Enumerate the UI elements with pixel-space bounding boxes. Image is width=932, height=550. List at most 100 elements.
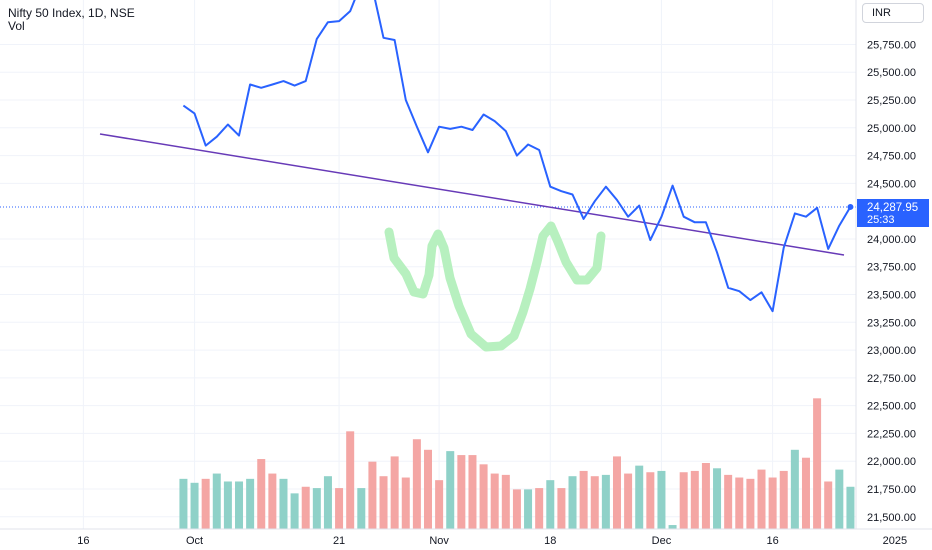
currency-button[interactable]: INR	[862, 3, 924, 23]
volume-bar	[223, 481, 232, 529]
y-tick-label: 22,000.00	[867, 456, 916, 468]
volume-bar	[179, 478, 188, 529]
x-tick-label: Dec	[652, 535, 672, 547]
volume-bar	[546, 480, 555, 529]
last-price-label: 24,287.95 25:33	[857, 199, 929, 227]
volume-bar	[701, 463, 710, 529]
y-tick-label: 25,750.00	[867, 39, 916, 51]
y-tick-label: 24,750.00	[867, 151, 916, 163]
volume-bar	[446, 451, 455, 529]
y-tick-label: 22,750.00	[867, 373, 916, 385]
volume-bar	[612, 456, 621, 529]
volume-bar	[757, 469, 766, 529]
y-tick-label: 25,500.00	[867, 67, 916, 79]
x-tick-label: 21	[333, 535, 345, 547]
y-tick-label: 23,500.00	[867, 290, 916, 302]
highlight-annotation[interactable]	[384, 221, 606, 352]
volume-bar	[535, 488, 544, 529]
volume-bar	[323, 476, 332, 529]
volume-bar	[724, 474, 733, 529]
time-axis[interactable]: 16 Oct 21 Nov 18 Dec 16 2025	[77, 535, 907, 547]
volume-bar	[479, 464, 488, 529]
volume-bar	[290, 493, 299, 529]
volume-bar	[579, 470, 588, 529]
x-tick-label: Oct	[186, 535, 203, 547]
volume-bar	[401, 477, 410, 529]
x-tick-label: 16	[766, 535, 778, 547]
volume-bar	[490, 473, 499, 529]
volume-bar	[501, 474, 510, 529]
bar-countdown: 25:33	[867, 214, 895, 226]
y-tick-label: 24,000.00	[867, 234, 916, 246]
y-tick-label: 21,500.00	[867, 512, 916, 524]
price-series	[0, 0, 856, 352]
volume-bar	[824, 481, 833, 529]
x-tick-label: 18	[544, 535, 556, 547]
grid-lines	[0, 0, 856, 529]
y-tick-label: 21,750.00	[867, 484, 916, 496]
y-tick-label: 22,500.00	[867, 401, 916, 413]
volume-bar	[424, 449, 432, 529]
last-price-dot	[847, 203, 854, 210]
volume-bar	[435, 480, 444, 529]
volume-legend[interactable]: Vol	[8, 19, 25, 33]
price-line[interactable]	[182, 0, 852, 313]
volume-bar	[268, 473, 277, 529]
y-tick-label: 23,750.00	[867, 262, 916, 274]
volume-bar	[768, 477, 777, 529]
volume-bar	[412, 439, 421, 529]
volume-bar	[735, 477, 744, 529]
volume-bar	[235, 481, 244, 529]
volume-bar	[279, 478, 288, 529]
volume-bar	[713, 468, 722, 529]
volume-bar	[624, 473, 633, 529]
volume-bar	[357, 488, 366, 529]
price-axis[interactable]: 25,750.00 25,500.00 25,250.00 25,000.00 24,7…	[867, 39, 916, 523]
volume-bar	[646, 472, 655, 529]
y-tick-label: 25,250.00	[867, 95, 916, 107]
volume-bar	[746, 478, 755, 529]
volume-bar	[212, 473, 221, 529]
volume-bar	[312, 488, 321, 529]
volume-bar	[657, 470, 666, 529]
x-tick-label: 16	[77, 535, 89, 547]
last-price-value: 24,287.95	[867, 202, 918, 214]
volume-bar	[679, 472, 688, 529]
volume-bar	[257, 459, 266, 529]
volume-bar	[668, 525, 677, 529]
y-tick-label: 22,250.00	[867, 428, 916, 440]
volume-bar	[246, 478, 255, 529]
volume-bar	[801, 457, 810, 529]
y-tick-label: 24,500.00	[867, 178, 916, 190]
last-price-badge	[857, 199, 929, 227]
volume-bar	[846, 486, 855, 529]
volume-bar	[601, 474, 610, 529]
volume-bar	[790, 449, 799, 529]
volume-bar	[690, 470, 699, 529]
volume-bar	[468, 455, 477, 529]
x-tick-label: 2025	[883, 535, 907, 547]
volume-bar	[379, 476, 388, 529]
volume-bar	[590, 476, 599, 529]
volume-bar	[457, 455, 466, 529]
volume-bars	[179, 398, 855, 529]
volume-bar	[779, 470, 788, 529]
volume-bar	[201, 478, 210, 529]
volume-bar	[390, 456, 399, 529]
volume-bar	[346, 431, 355, 529]
trendline[interactable]	[99, 133, 845, 256]
volume-bar	[190, 482, 199, 529]
volume-bar	[635, 465, 644, 529]
volume-bar	[557, 488, 566, 529]
volume-bar	[301, 486, 310, 529]
volume-bar	[524, 489, 533, 529]
symbol-legend[interactable]: Nifty 50 Index, 1D, NSE	[8, 6, 135, 20]
volume-bar	[813, 398, 822, 529]
volume-bar	[368, 461, 377, 529]
x-tick-label: Nov	[429, 535, 449, 547]
y-tick-label: 23,250.00	[867, 317, 916, 329]
y-tick-label: 23,000.00	[867, 345, 916, 357]
y-tick-label: 25,000.00	[867, 123, 916, 135]
volume-bar	[568, 476, 577, 529]
